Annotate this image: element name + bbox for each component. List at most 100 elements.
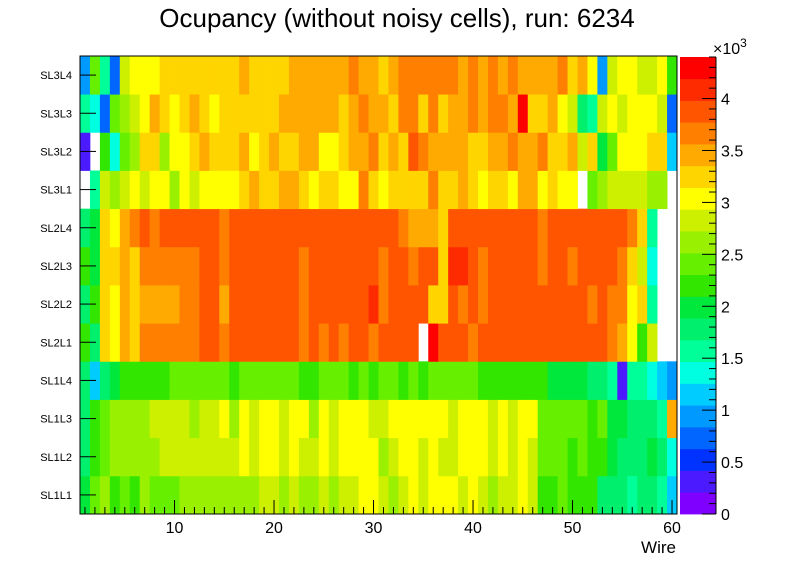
heatmap-cell (537, 437, 549, 477)
heatmap-cell (647, 285, 658, 324)
heatmap-cell (587, 361, 598, 400)
heatmap-cell (438, 361, 449, 400)
heatmap-cell (209, 56, 220, 95)
heatmap-cell (99, 475, 111, 515)
heatmap-cell (458, 323, 469, 362)
heatmap-cell (438, 246, 449, 286)
heatmap-cell (438, 170, 449, 210)
heatmap-cell (527, 132, 539, 171)
heatmap-cell (179, 208, 190, 248)
heatmap-cell (458, 437, 469, 477)
heatmap-cell (507, 246, 519, 286)
heatmap-cell (428, 56, 439, 95)
heatmap-cell (667, 56, 678, 95)
heatmap-cell (269, 56, 280, 95)
heatmap-cell (468, 94, 479, 133)
heatmap-cell (209, 246, 220, 286)
heatmap-cell (358, 132, 369, 171)
heatmap-cell (607, 170, 618, 210)
heatmap-cell (567, 208, 578, 248)
heatmap-cell (418, 170, 429, 210)
heatmap-cell (308, 399, 320, 439)
heatmap-cell (358, 475, 369, 515)
heatmap-cell (368, 285, 379, 324)
heatmap-cell (179, 132, 190, 171)
heatmap-cell (348, 285, 359, 324)
heatmap-cell (547, 475, 558, 515)
heatmap-cell (308, 437, 320, 477)
heatmap-cell (607, 94, 618, 133)
heatmap-cell (328, 285, 340, 324)
heatmap-cell (448, 56, 459, 95)
heatmap-cell (388, 170, 399, 210)
heatmap-cell (637, 132, 648, 171)
heatmap-cell (428, 399, 439, 439)
heatmap-cell (189, 399, 200, 439)
heatmap-cell (487, 246, 499, 286)
heatmap-cell (288, 399, 300, 439)
heatmap-cell (527, 208, 539, 248)
heatmap-cell (269, 361, 280, 400)
heatmap-cell (647, 399, 658, 439)
heatmap-cell (517, 399, 529, 439)
heatmap-cell (647, 56, 658, 95)
heatmap-cell (139, 132, 151, 171)
heatmap-cell (358, 437, 369, 477)
heatmap-cell (577, 94, 588, 133)
heatmap-cell (657, 170, 668, 210)
heatmap-cell (159, 132, 170, 171)
heatmap-cell (637, 170, 648, 210)
heatmap-cell (348, 94, 359, 133)
color-scale-segment (680, 144, 716, 167)
heatmap-cell (458, 170, 469, 210)
heatmap-cell (179, 475, 190, 515)
heatmap-cell (667, 94, 678, 133)
heatmap-cell (418, 56, 429, 95)
heatmap-cell (229, 208, 240, 248)
heatmap-cell (219, 399, 230, 439)
heatmap-cell (139, 399, 151, 439)
heatmap-cell (149, 208, 160, 248)
heatmap-cell (129, 208, 141, 248)
heatmap-cell (338, 246, 350, 286)
heatmap-cell (249, 208, 260, 248)
heatmap-cell (388, 285, 399, 324)
color-scale-segment (680, 274, 716, 297)
heatmap-cell (557, 132, 568, 171)
heatmap-cell (199, 285, 210, 324)
heatmap-cell (129, 285, 141, 324)
heatmap-cell (478, 361, 489, 400)
heatmap-cell (458, 399, 469, 439)
heatmap-cell (229, 56, 240, 95)
heatmap-cell (109, 208, 121, 248)
heatmap-cell (577, 208, 588, 248)
heatmap-cell (547, 437, 558, 477)
heatmap-cell (597, 94, 608, 133)
heatmap-cell (428, 132, 439, 171)
heatmap-cell (597, 361, 608, 400)
color-scale-segment (680, 231, 716, 254)
heatmap-cell (487, 285, 499, 324)
heatmap-cell (487, 132, 499, 171)
heatmap-cell (149, 437, 160, 477)
heatmap-cell (448, 132, 459, 171)
heatmap-cell (507, 437, 519, 477)
heatmap-cell (537, 399, 549, 439)
heatmap-cell (448, 361, 459, 400)
heatmap-cell (159, 323, 170, 362)
heatmap-cell (358, 246, 369, 286)
heatmap-cell (617, 94, 628, 133)
heatmap-cell (189, 132, 200, 171)
heatmap-cell (169, 323, 180, 362)
heatmap-cell (657, 132, 668, 171)
heatmap-cell (229, 399, 240, 439)
heatmap-cell (219, 475, 230, 515)
heatmap-cell (527, 56, 539, 95)
heatmap-cell (318, 246, 330, 286)
heatmap-cell (328, 323, 340, 362)
heatmap-cell (597, 170, 608, 210)
heatmap-cell (398, 323, 409, 362)
heatmap-cell (348, 323, 359, 362)
heatmap-cell (328, 246, 340, 286)
heatmap-cell (119, 475, 131, 515)
